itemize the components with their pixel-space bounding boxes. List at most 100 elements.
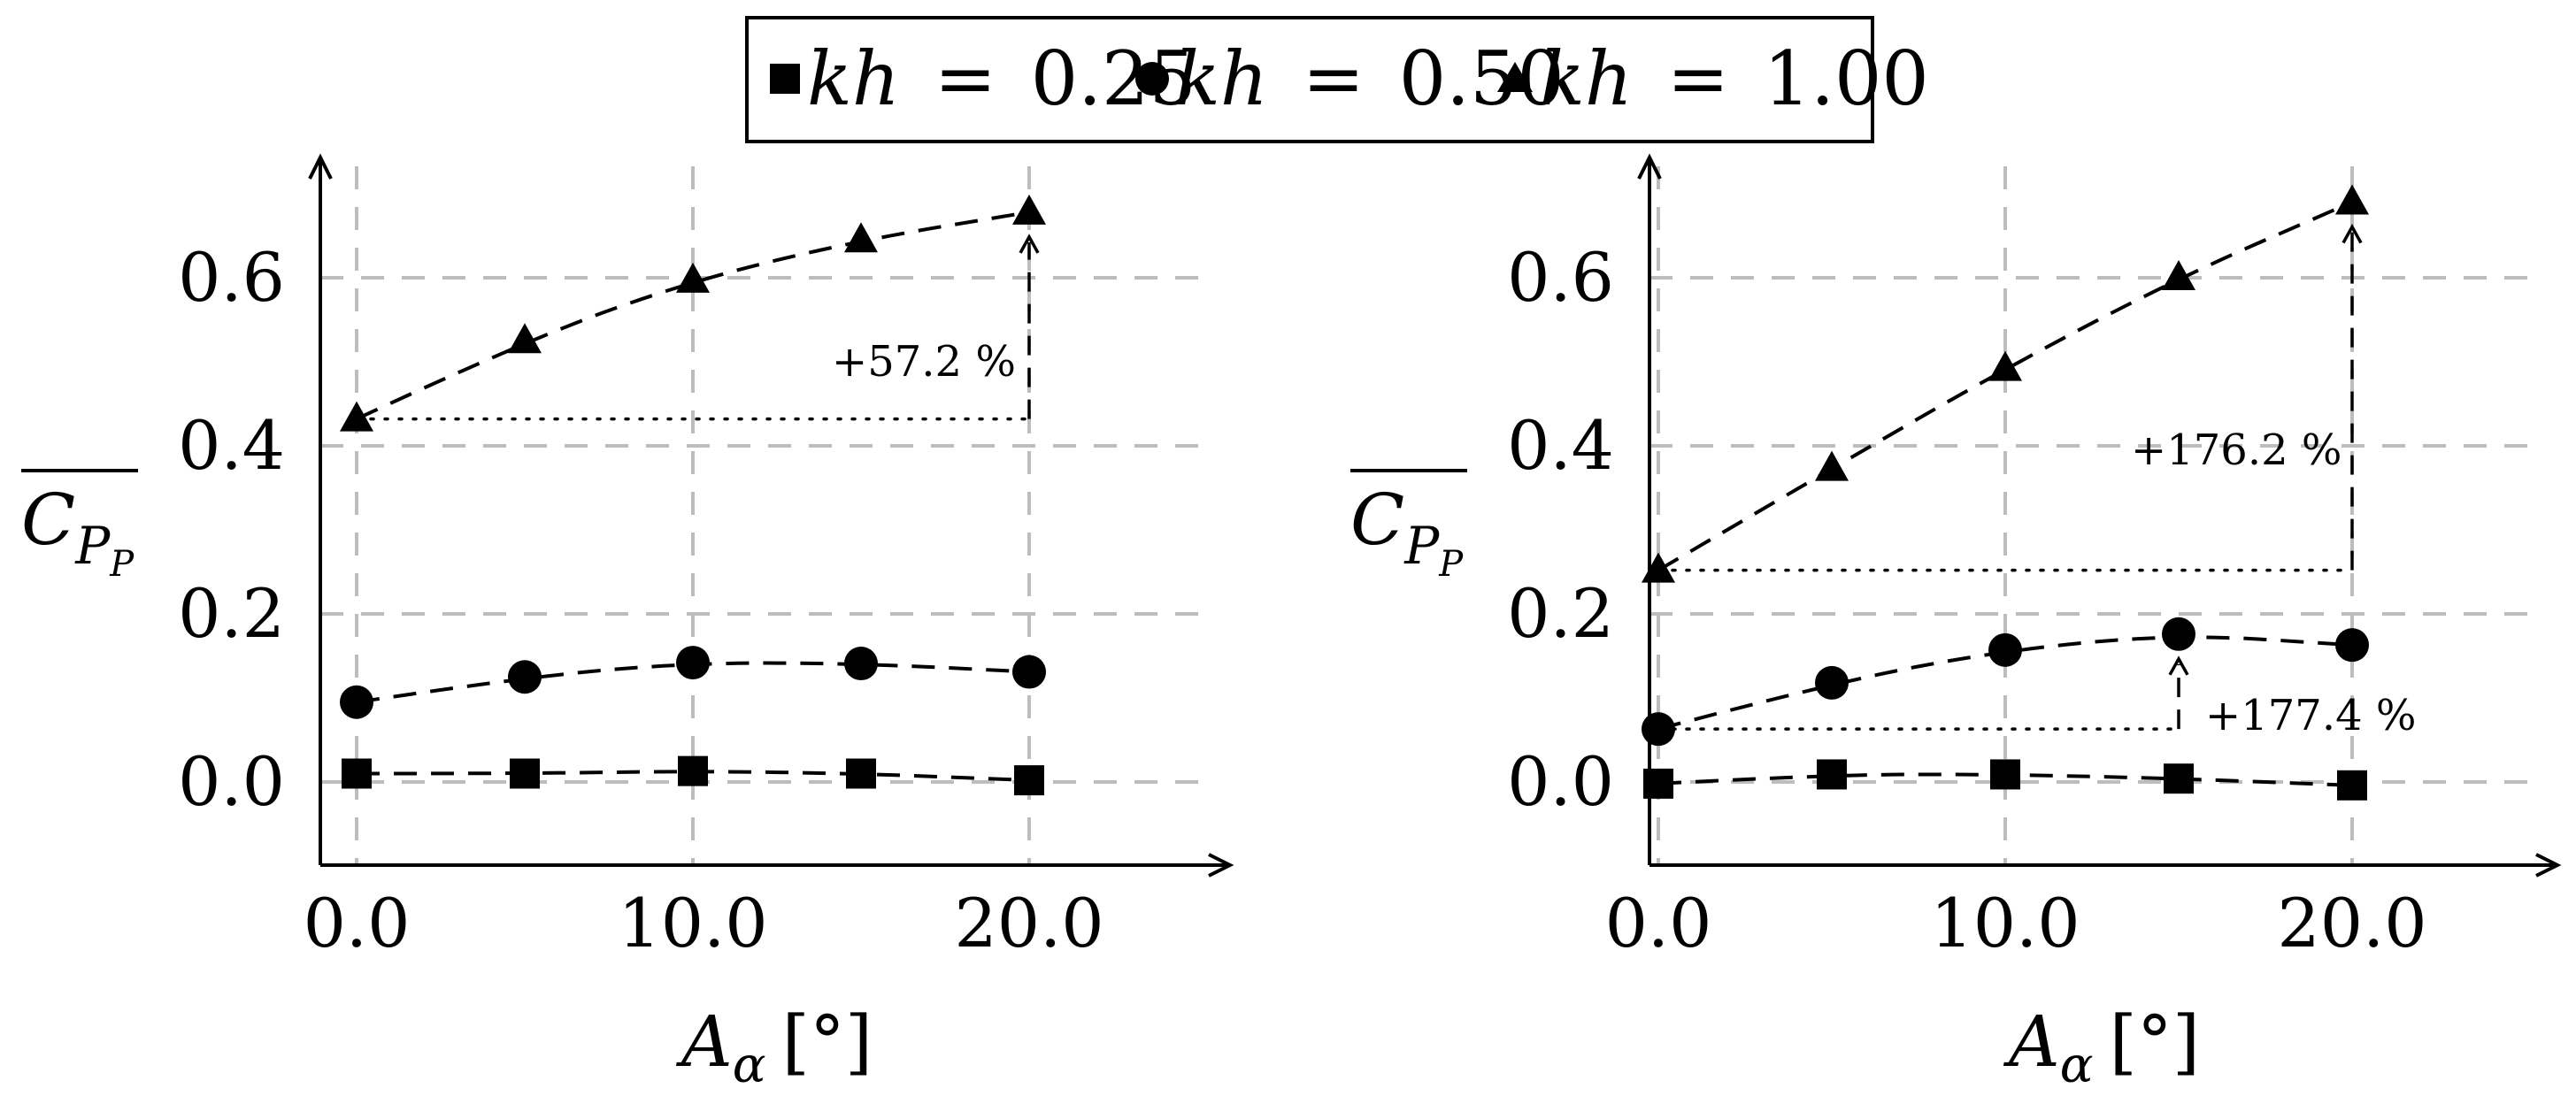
x-tick-label-1: 10.0 [1930, 884, 2080, 962]
y-label-subsub: P [1438, 544, 1464, 585]
y-tick-label-1: 0.2 [1507, 574, 1614, 653]
y-tick-label-0: 0.0 [1507, 742, 1614, 821]
x-label-sub: α [733, 1037, 766, 1094]
series-0-1 [340, 646, 1046, 719]
marker-square-0 [1643, 768, 1673, 799]
marker-circle-0 [340, 685, 373, 719]
x-label-unit: [°] [2110, 1000, 2200, 1083]
marker-circle-1 [1815, 665, 1849, 700]
y-label-sub: P [74, 516, 111, 576]
legend: kh = 0.25 kh = 0.50 kh = 1.00 [745, 16, 1929, 143]
legend-entry-2: kh = 1.00 [1540, 35, 1929, 122]
marker-triangle-4 [1012, 194, 1046, 225]
marker-circle-3 [844, 647, 878, 681]
marker-square-3 [2164, 763, 2194, 794]
series-0-0 [342, 755, 1044, 796]
marker-circle-4 [1012, 655, 1046, 689]
legend-marker-circle [1135, 62, 1169, 96]
marker-triangle-3 [2162, 260, 2195, 290]
marker-triangle-2 [676, 262, 710, 293]
marker-triangle-1 [508, 323, 542, 354]
marker-triangle-2 [1988, 350, 2022, 381]
legend-entry-2-value: 1.00 [1764, 35, 1929, 122]
y-label-sub: P [1403, 516, 1440, 576]
y-tick-label-3: 0.6 [1507, 238, 1614, 317]
marker-square-0 [342, 758, 372, 789]
legend-entry-0-value: 0.25 [1031, 35, 1196, 122]
legend-entry-1-value: 0.50 [1399, 35, 1565, 122]
marker-circle-1 [508, 660, 542, 694]
y-tick-label-1: 0.2 [178, 574, 285, 653]
marker-circle-2 [1988, 632, 2022, 667]
annotation-arrow-head [2341, 223, 2363, 244]
y-axis-arrowhead-0 [308, 153, 333, 180]
marker-square-2 [1990, 759, 2020, 790]
marker-triangle-1 [1815, 450, 1849, 481]
marker-square-1 [510, 758, 540, 789]
marker-square-4 [2337, 770, 2367, 801]
marker-square-2 [678, 755, 708, 786]
legend-entry-1-op: = [1303, 35, 1365, 122]
marker-circle-2 [676, 646, 710, 680]
series-0-2 [340, 194, 1046, 432]
x-axis-arrowhead-0 [1208, 853, 1234, 878]
legend-marker-triangle [1497, 62, 1533, 92]
x-tick-label-2: 20.0 [954, 884, 1103, 962]
x-axis-label-0: Aα [°] [675, 1000, 873, 1094]
x-label-main: A [2003, 1000, 2060, 1083]
axes-1 [1637, 153, 2562, 878]
legend-entry-1: kh = 0.50 [1175, 35, 1565, 122]
y-tick-label-2: 0.4 [178, 406, 285, 485]
y-axis-label-1: CPP [1350, 479, 1464, 585]
legend-entry-0-var: kh [807, 35, 900, 122]
legend-entry-1-var: kh [1175, 35, 1268, 122]
legend-entry-2-var: kh [1540, 35, 1633, 122]
y-label-main: C [1350, 479, 1404, 561]
x-tick-label-1: 10.0 [618, 884, 767, 962]
annotation-arrow-head [2168, 655, 2189, 676]
axes-0 [308, 153, 1234, 878]
marker-square-1 [1817, 759, 1847, 790]
annotation-label: +57.2 % [832, 337, 1016, 387]
marker-square-3 [846, 758, 876, 789]
legend-box [745, 16, 1874, 143]
x-tick-label-0: 0.0 [304, 884, 411, 962]
x-tick-label-2: 20.0 [2277, 884, 2426, 962]
marker-square-4 [1014, 765, 1044, 796]
y-label-main: C [21, 479, 75, 561]
series-1-2 [1642, 184, 2369, 583]
legend-marker-square [770, 64, 800, 94]
y-tick-label-3: 0.6 [178, 238, 285, 317]
series-line-0 [356, 770, 1030, 783]
marker-triangle-4 [2335, 184, 2369, 215]
x-tick-label-0: 0.0 [1605, 884, 1712, 962]
x-label-unit: [°] [782, 1000, 873, 1083]
marker-circle-3 [2162, 617, 2195, 651]
series-1-1 [1642, 617, 2369, 747]
annotation-arrow-head [1019, 234, 1040, 254]
annotation-label: +177.4 % [2205, 691, 2417, 740]
marker-circle-4 [2335, 628, 2369, 663]
legend-entry-0: kh = 0.25 [807, 35, 1196, 122]
annotation-0-0: +57.2 % [355, 234, 1040, 421]
chart-panel-1: 0.0 0.2 0.4 0.6 0.0 10.0 20.0 CPP Aα [°] +176.2 % +… [1350, 153, 2562, 1094]
y-axis-label-0: CPP [21, 479, 135, 585]
grid-0 [320, 166, 1212, 865]
marker-triangle-3 [844, 222, 878, 253]
y-tick-label-2: 0.4 [1507, 406, 1614, 485]
y-tick-label-0: 0.0 [178, 742, 285, 821]
grid-1 [1649, 166, 2540, 865]
x-axis-label-1: Aα [°] [2003, 1000, 2200, 1094]
annotation-1-0: +176.2 % [1657, 223, 2363, 572]
marker-triangle-0 [1642, 552, 1675, 583]
x-label-sub: α [2060, 1037, 2094, 1094]
annotation-1-1: +177.4 % [1657, 655, 2417, 740]
y-label-subsub: P [109, 544, 135, 585]
legend-entry-0-op: = [934, 35, 996, 122]
marker-triangle-0 [340, 401, 373, 432]
legend-entry-2-op: = [1667, 35, 1729, 122]
x-axis-arrowhead-1 [2535, 853, 2562, 878]
series-1-0 [1643, 759, 2367, 801]
